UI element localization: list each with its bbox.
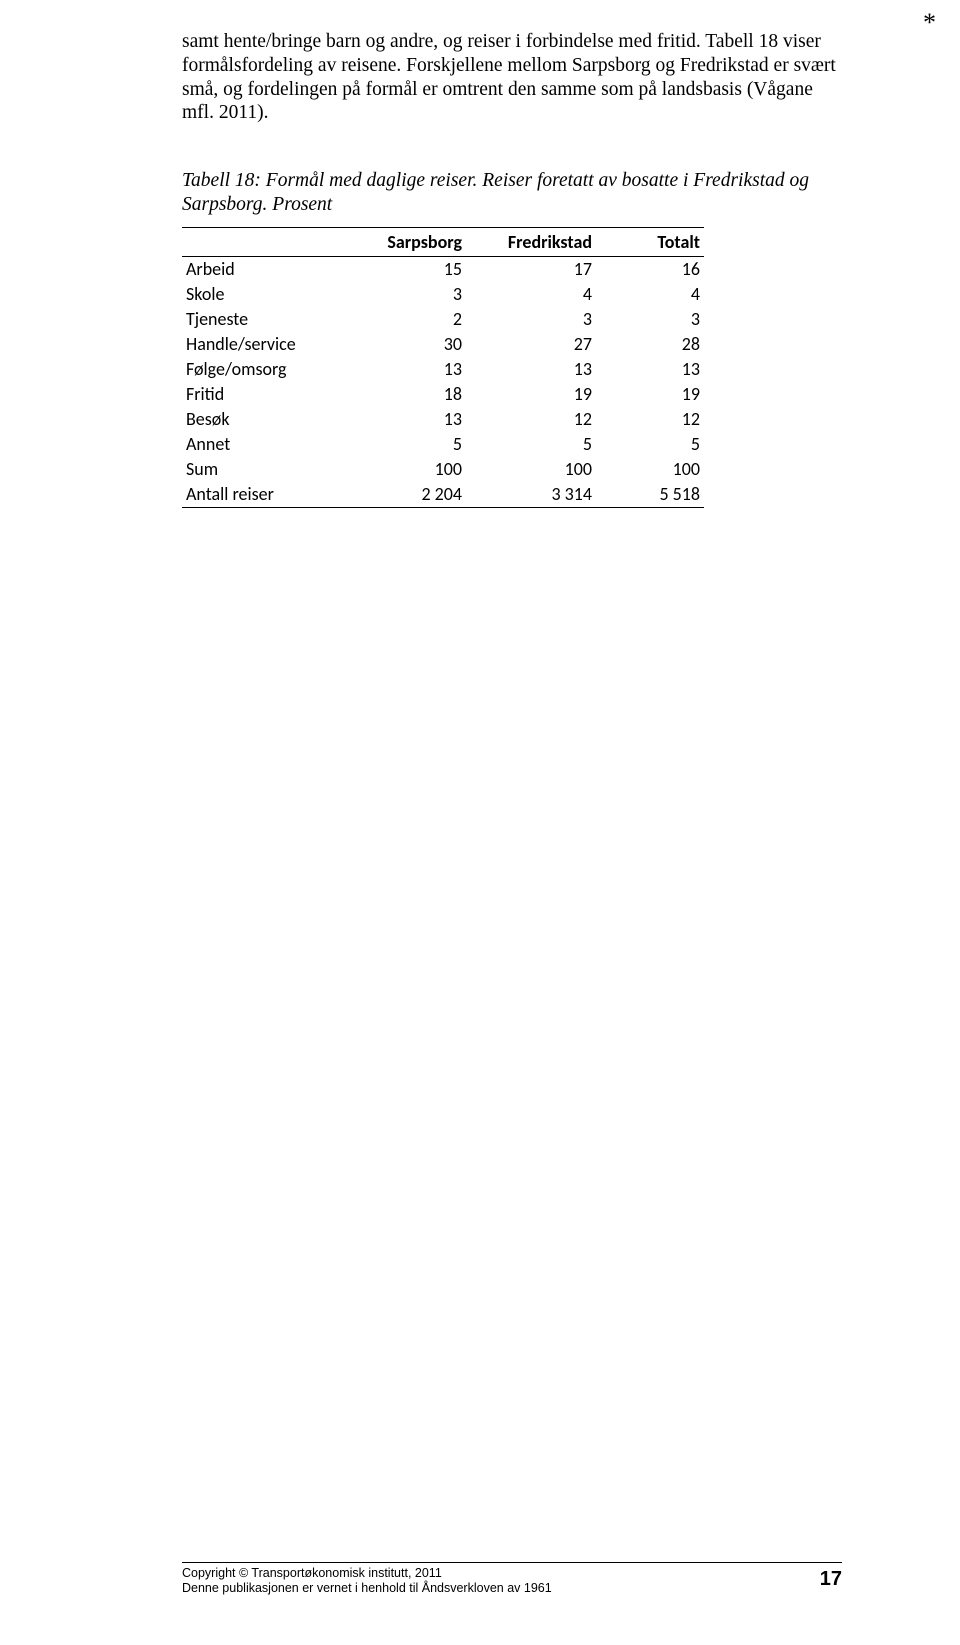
- cell-value: 27: [466, 332, 596, 357]
- cell-label: Følge/omsorg: [182, 357, 352, 382]
- cell-value: 16: [596, 256, 704, 282]
- cell-value: 5 518: [596, 482, 704, 508]
- table-body: Arbeid 15 17 16 Skole 3 4 4 Tjeneste 2 3…: [182, 256, 704, 507]
- cell-label: Tjeneste: [182, 307, 352, 332]
- table-header-row: Sarpsborg Fredrikstad Totalt: [182, 227, 704, 256]
- cell-value: 13: [466, 357, 596, 382]
- cell-value: 13: [596, 357, 704, 382]
- cell-value: 100: [466, 457, 596, 482]
- cell-label: Besøk: [182, 407, 352, 432]
- cell-label: Annet: [182, 432, 352, 457]
- cell-value: 3: [596, 307, 704, 332]
- cell-value: 28: [596, 332, 704, 357]
- table-row: Tjeneste 2 3 3: [182, 307, 704, 332]
- table-row: Følge/omsorg 13 13 13: [182, 357, 704, 382]
- page: * samt hente/bringe barn og andre, og re…: [0, 0, 960, 1645]
- table-row: Sum 100 100 100: [182, 457, 704, 482]
- col-head-sarpsborg: Sarpsborg: [352, 227, 466, 256]
- table-row: Arbeid 15 17 16: [182, 256, 704, 282]
- cell-value: 15: [352, 256, 466, 282]
- page-footer: Copyright © Transportøkonomisk institutt…: [182, 1562, 842, 1597]
- table-row: Skole 3 4 4: [182, 282, 704, 307]
- page-number: 17: [820, 1566, 842, 1592]
- table-18: Sarpsborg Fredrikstad Totalt Arbeid 15 1…: [182, 227, 704, 508]
- cell-value: 19: [596, 382, 704, 407]
- cell-value: 13: [352, 357, 466, 382]
- cell-label: Handle/service: [182, 332, 352, 357]
- cell-value: 12: [596, 407, 704, 432]
- cell-value: 3: [466, 307, 596, 332]
- cell-value: 17: [466, 256, 596, 282]
- cell-value: 3 314: [466, 482, 596, 508]
- cell-value: 2: [352, 307, 466, 332]
- table-caption: Tabell 18: Formål med daglige reiser. Re…: [182, 169, 842, 217]
- asterisk-marker: *: [923, 8, 936, 38]
- cell-label: Arbeid: [182, 256, 352, 282]
- cell-label: Skole: [182, 282, 352, 307]
- col-head-fredrikstad: Fredrikstad: [466, 227, 596, 256]
- cell-value: 30: [352, 332, 466, 357]
- footer-line-1: Copyright © Transportøkonomisk institutt…: [182, 1566, 552, 1582]
- body-paragraph: samt hente/bringe barn og andre, og reis…: [182, 30, 842, 125]
- cell-value: 4: [596, 282, 704, 307]
- cell-label: Sum: [182, 457, 352, 482]
- cell-value: 18: [352, 382, 466, 407]
- cell-label: Antall reiser: [182, 482, 352, 508]
- cell-value: 2 204: [352, 482, 466, 508]
- table-row: Besøk 13 12 12: [182, 407, 704, 432]
- cell-value: 5: [466, 432, 596, 457]
- cell-value: 5: [596, 432, 704, 457]
- col-head-totalt: Totalt: [596, 227, 704, 256]
- table-row: Fritid 18 19 19: [182, 382, 704, 407]
- table-row: Antall reiser 2 204 3 314 5 518: [182, 482, 704, 508]
- cell-value: 100: [352, 457, 466, 482]
- cell-value: 19: [466, 382, 596, 407]
- footer-line-2: Denne publikasjonen er vernet i henhold …: [182, 1581, 552, 1597]
- table-row: Handle/service 30 27 28: [182, 332, 704, 357]
- footer-text: Copyright © Transportøkonomisk institutt…: [182, 1566, 552, 1597]
- cell-value: 3: [352, 282, 466, 307]
- cell-value: 13: [352, 407, 466, 432]
- cell-label: Fritid: [182, 382, 352, 407]
- cell-value: 100: [596, 457, 704, 482]
- cell-value: 4: [466, 282, 596, 307]
- cell-value: 5: [352, 432, 466, 457]
- cell-value: 12: [466, 407, 596, 432]
- col-head-blank: [182, 227, 352, 256]
- table-row: Annet 5 5 5: [182, 432, 704, 457]
